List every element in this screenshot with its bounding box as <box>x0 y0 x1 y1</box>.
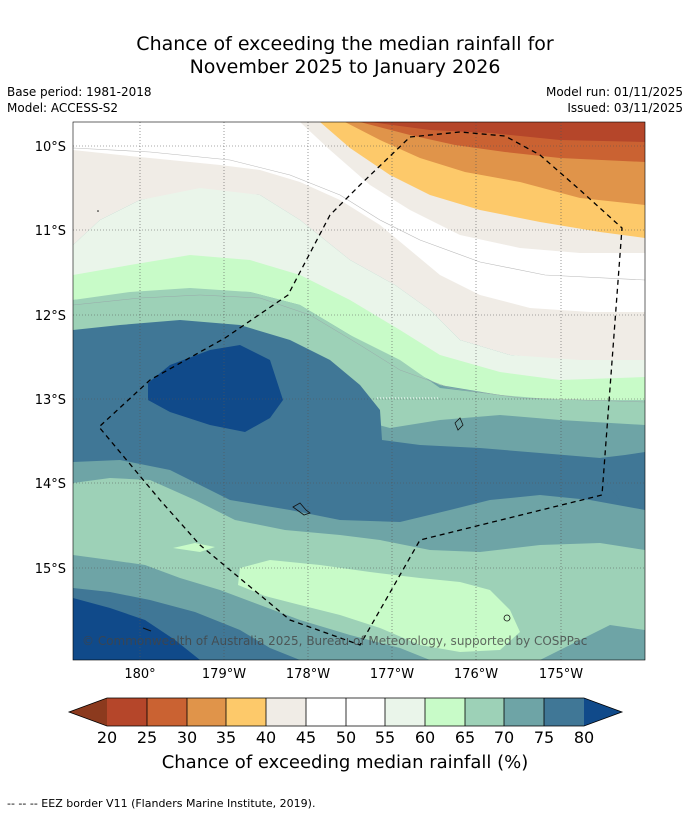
island-outline <box>503 614 511 622</box>
lat-label: 14°S <box>35 477 66 492</box>
colorbar-tick: 35 <box>216 728 236 747</box>
lon-label: 179°W <box>202 667 246 682</box>
colorbar-over-arrow <box>584 698 622 726</box>
longitude-labels: 180° 179°W 178°W 177°W 176°W 175°W <box>124 667 583 682</box>
colorbar-label: Chance of exceeding median rainfall (%) <box>161 752 529 773</box>
lon-label: 180° <box>124 667 155 682</box>
colorbar-swatch-60-65 <box>425 698 465 726</box>
title-line-2: November 2025 to January 2026 <box>189 56 501 78</box>
gridlines <box>73 122 645 660</box>
eez-border-legend: -- -- -- EEZ border V11 (Flanders Marine… <box>7 797 316 810</box>
colorbar-tick: 50 <box>336 728 356 747</box>
band-60-65-islet <box>173 543 215 552</box>
colorbar-ticks: 20 25 30 35 40 45 50 55 60 65 70 75 80 <box>97 728 594 747</box>
eez-border <box>98 131 623 646</box>
colorbar-tick: 20 <box>97 728 117 747</box>
colorbar: 20 25 30 35 40 45 50 55 60 65 70 75 80 <box>67 697 624 747</box>
model-name: Model: ACCESS-S2 <box>7 101 119 115</box>
lon-label: 178°W <box>286 667 330 682</box>
band-55-60 <box>73 188 645 388</box>
band-75-80-east <box>600 452 645 505</box>
colorbar-tick: 30 <box>177 728 197 747</box>
colorbar-under-arrow <box>69 698 107 726</box>
island-outline <box>142 627 152 632</box>
colorbar-swatch-45-55 <box>306 698 385 726</box>
title-line-1: Chance of exceeding the median rainfall … <box>136 33 554 55</box>
colorbar-tick: 45 <box>296 728 316 747</box>
colorbar-swatch-75-80 <box>544 698 584 726</box>
colorbar-tick: 60 <box>415 728 435 747</box>
lat-label: 10°S <box>35 140 66 155</box>
colorbar-swatch-40-45 <box>266 698 306 726</box>
map-frame <box>72 121 646 661</box>
colorbar-tick: 25 <box>137 728 157 747</box>
lat-label: 15°S <box>35 562 66 577</box>
issued-date: Issued: 03/11/2025 <box>567 101 683 115</box>
island-outline <box>454 417 464 431</box>
band-over-80-south <box>73 598 200 660</box>
colorbar-tick: 75 <box>534 728 554 747</box>
colorbar-tick: 65 <box>455 728 475 747</box>
band-20-25 <box>370 122 645 142</box>
base-period: Base period: 1981-2018 <box>7 85 152 99</box>
band-60-65 <box>73 255 645 402</box>
model-run: Model run: 01/11/2025 <box>545 85 683 99</box>
colorbar-tick: 70 <box>494 728 514 747</box>
island-outline <box>292 502 311 516</box>
lon-label: 176°W <box>454 667 498 682</box>
rainfall-contours <box>73 122 645 660</box>
colorbar-swatch-70-75 <box>504 698 544 726</box>
band-over-80 <box>148 345 283 432</box>
colorbar-swatch-65-70 <box>465 698 505 726</box>
lat-label: 12°S <box>35 309 66 324</box>
colorbar-swatch-30-35 <box>187 698 227 726</box>
band-60-65-south <box>238 560 520 652</box>
latitude-labels: 10°S 11°S 12°S 13°S 14°S 15°S <box>35 140 66 577</box>
colorbar-tick: 80 <box>574 728 594 747</box>
lat-label: 13°S <box>35 393 66 408</box>
colorbar-swatch-55-60 <box>385 698 425 726</box>
lon-label: 175°W <box>539 667 583 682</box>
copyright-note: © Commonwealth of Australia 2025, Bureau… <box>82 634 587 648</box>
lat-label: 11°S <box>35 224 66 239</box>
lon-label: 177°W <box>370 667 414 682</box>
colorbar-swatch-20-25 <box>107 698 147 726</box>
island-dot <box>97 210 99 212</box>
colorbar-swatch-35-40 <box>226 698 266 726</box>
colorbar-tick: 40 <box>256 728 276 747</box>
colorbar-swatch-25-30 <box>147 698 187 726</box>
colorbar-tick: 55 <box>375 728 395 747</box>
